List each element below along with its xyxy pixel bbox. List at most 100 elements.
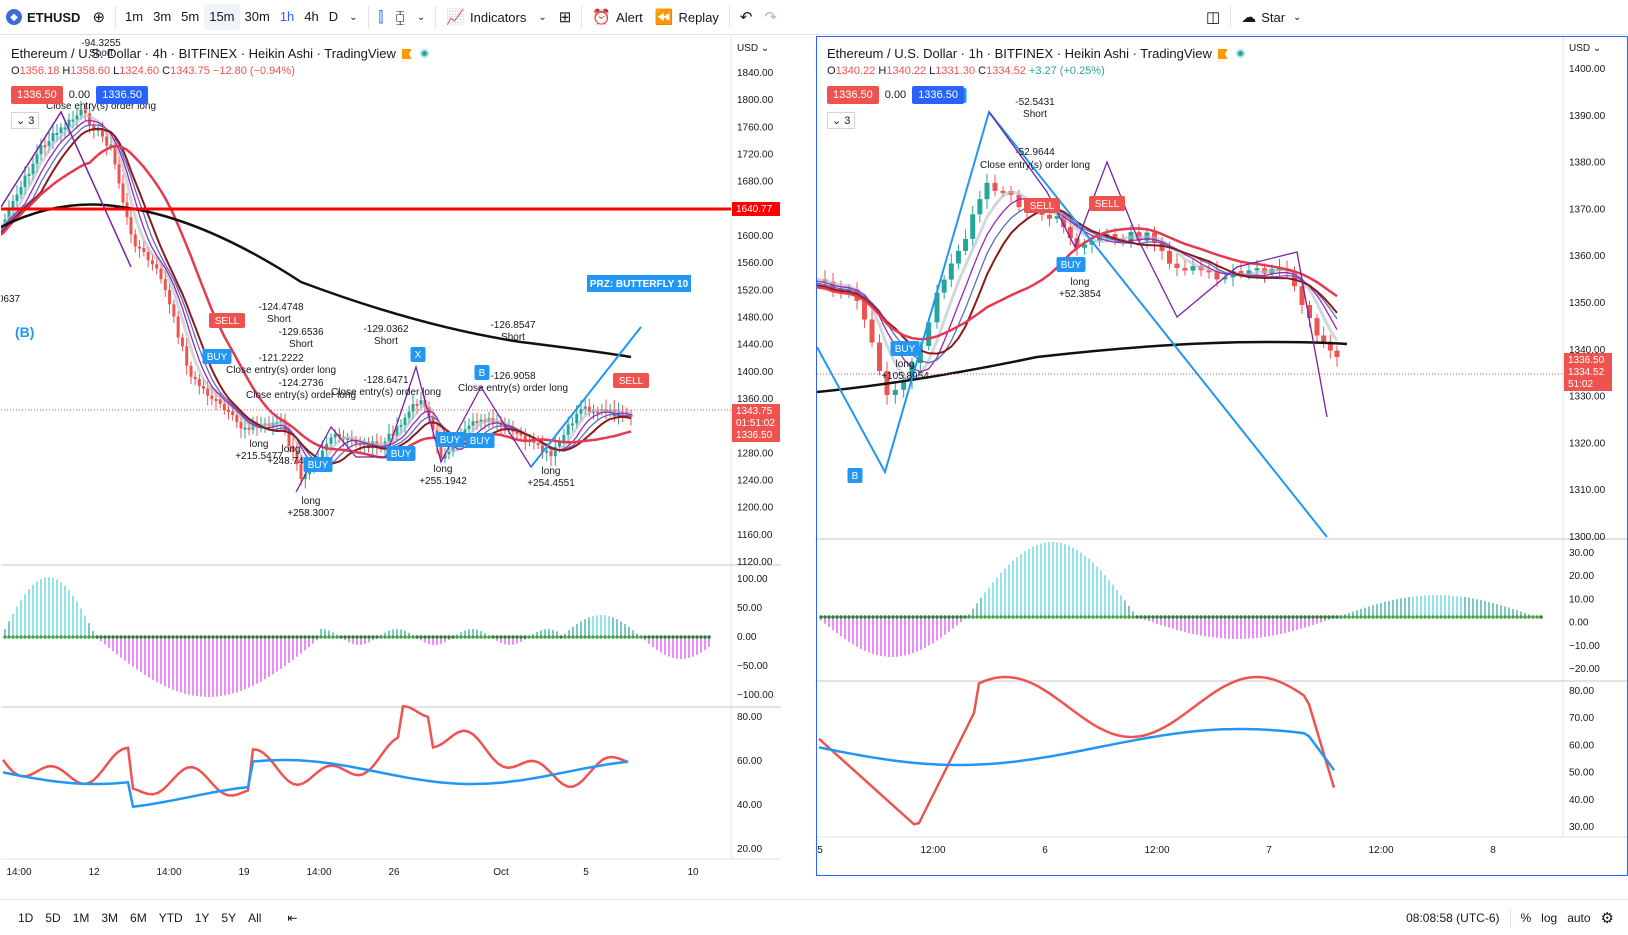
heikin-ashi-candle xyxy=(235,415,239,423)
price-tick-label: 1480.00 xyxy=(737,313,774,324)
resistance-price-label-text: 1640.77 xyxy=(736,204,773,215)
range-1y[interactable]: 1Y xyxy=(194,910,210,925)
left-indicators-count-toggle[interactable]: ⌄ 3 xyxy=(11,112,40,129)
right-close: 1334.52 xyxy=(986,65,1026,77)
layout-split-icon[interactable]: ◫ xyxy=(1206,9,1221,26)
interval-5m[interactable]: 5m xyxy=(181,9,200,24)
oscillator-dot xyxy=(1027,615,1031,619)
symbol-search[interactable]: ◆ ETHUSD xyxy=(0,0,86,35)
price-tick-label: 1240.00 xyxy=(737,476,774,487)
percent-toggle[interactable]: % xyxy=(1520,911,1532,925)
save-layout-button[interactable]: ☁ Star ⌄ xyxy=(1235,0,1307,35)
right-chart-canvas[interactable]: USD ⌄ 1400.00 1390.00 1380.00 1370.00 1360.00… xyxy=(817,37,1627,897)
compare-add-icon[interactable]: ⊕ xyxy=(92,9,106,26)
heikin-ashi-candle xyxy=(63,127,67,130)
oscillator-dot xyxy=(879,615,883,619)
range-1d[interactable]: 1D xyxy=(18,910,34,925)
oscillator-dot xyxy=(1247,615,1251,619)
interval-d[interactable]: D xyxy=(328,9,339,24)
bar-style-icon[interactable]: ⫿ xyxy=(378,8,384,26)
oscillator-dot xyxy=(347,635,351,639)
heikin-ashi-candle xyxy=(287,430,291,446)
clock[interactable]: 08:08:58 (UTC-6) xyxy=(1406,911,1500,925)
interval-30m[interactable]: 30m xyxy=(244,9,270,24)
indicators-button[interactable]: 📈 Indicators xyxy=(440,0,532,35)
pattern-point-b xyxy=(847,468,863,483)
heikin-ashi-candle xyxy=(387,433,391,442)
interval-1h[interactable]: 1h xyxy=(279,9,295,24)
price-tick-label: 1360.00 xyxy=(1569,251,1606,262)
left-sell-price-badge[interactable]: 1336.50 xyxy=(11,86,63,104)
interval-1m[interactable]: 1m xyxy=(125,9,144,24)
heikin-ashi-candle xyxy=(180,337,184,347)
heikin-ashi-candle xyxy=(329,437,333,444)
range-ytd[interactable]: YTD xyxy=(158,910,183,925)
oscillator-dot xyxy=(291,635,295,639)
log-toggle[interactable]: log xyxy=(1541,911,1558,925)
right-chart-legend[interactable]: Ethereum / U.S. Dollar · 1h · BITFINEX ·… xyxy=(827,46,1245,61)
undo-icon[interactable]: ↶ xyxy=(739,9,753,26)
replay-button[interactable]: ⏪ Replay xyxy=(649,0,725,35)
heikin-ashi-candle xyxy=(536,442,540,445)
left-chart-canvas[interactable]: USD ⌄ 1840.00 1800.00 1760.00 1720.00 1680.00… xyxy=(1,37,781,899)
oscillator-dot xyxy=(971,615,975,619)
chart-type-chevron-icon[interactable]: ⌄ xyxy=(416,11,426,23)
left-chart-legend[interactable]: Ethereum / U.S. Dollar · 4h · BITFINEX ·… xyxy=(11,46,429,61)
oscillator-dot xyxy=(1539,615,1543,619)
oscillator-dot xyxy=(651,635,655,639)
candles-icon[interactable]: ⧮ xyxy=(395,8,405,26)
goto-date-icon[interactable]: ⇤ xyxy=(287,910,298,925)
right-chart-pane[interactable]: USD ⌄ 1400.00 1390.00 1380.00 1370.00 1360.00… xyxy=(816,36,1628,876)
oscillator-dot xyxy=(455,635,459,639)
oscillator-dot xyxy=(643,635,647,639)
oscillator-dot xyxy=(1151,615,1155,619)
range-5d[interactable]: 5D xyxy=(45,910,61,925)
range-all[interactable]: All xyxy=(248,910,262,925)
redo-icon[interactable]: ↷ xyxy=(764,9,778,26)
heikin-ashi-candle xyxy=(439,446,443,459)
heikin-ashi-candle xyxy=(67,119,71,128)
left-low: 1324.60 xyxy=(119,65,160,77)
range-1m[interactable]: 1M xyxy=(72,910,90,925)
heikin-ashi-candle xyxy=(1082,244,1087,248)
oscillator-dot xyxy=(239,635,243,639)
right-sell-price-badge[interactable]: 1336.50 xyxy=(827,86,879,104)
settings-gear-icon[interactable]: ⚙ xyxy=(1600,910,1614,927)
heikin-ashi-candle xyxy=(55,132,59,135)
oscillator-dot xyxy=(1075,615,1079,619)
oscillator-dot xyxy=(115,635,119,639)
range-3m[interactable]: 3M xyxy=(101,910,119,925)
oscillator-dot xyxy=(1131,615,1135,619)
range-5y[interactable]: 5Y xyxy=(221,910,237,925)
heikin-ashi-candle xyxy=(109,144,113,147)
oscillator-dot xyxy=(635,635,639,639)
oscillator-dot xyxy=(1263,615,1267,619)
oscillator-dot xyxy=(1199,615,1203,619)
left-buy-price-badge[interactable]: 1336.50 xyxy=(96,86,148,104)
interval-15m[interactable]: 15m xyxy=(204,4,240,30)
heikin-ashi-candle xyxy=(549,450,553,457)
right-indicators-count-toggle[interactable]: ⌄ 3 xyxy=(827,112,856,129)
range-6m[interactable]: 6M xyxy=(130,910,147,925)
interval-3m[interactable]: 3m xyxy=(153,9,172,24)
intervals-dropdown-chevron-icon[interactable]: ⌄ xyxy=(349,11,358,23)
alert-label: Alert xyxy=(616,9,643,25)
oscillator-dot xyxy=(1355,615,1359,619)
templates-chevron-icon[interactable]: ⌄ xyxy=(538,11,547,23)
rsi-tick-label: 40.00 xyxy=(737,800,762,811)
templates-grid-icon[interactable]: ⊞ xyxy=(558,9,572,26)
heikin-ashi-candle xyxy=(1000,190,1006,193)
buy-signal-tag-text: BUY xyxy=(440,435,461,446)
oscillator-dot xyxy=(123,635,127,639)
left-chart-pane[interactable]: USD ⌄ 1840.00 1800.00 1760.00 1720.00 1680.00… xyxy=(0,36,781,878)
oscillator-dot xyxy=(1243,615,1247,619)
right-buy-price-badge[interactable]: 1336.50 xyxy=(912,86,964,104)
oscillator-dot xyxy=(1191,615,1195,619)
alert-button[interactable]: ⏰ Alert xyxy=(586,0,648,35)
auto-toggle[interactable]: auto xyxy=(1567,911,1591,925)
oscillator-dot xyxy=(419,635,423,639)
oscillator-dot xyxy=(1111,615,1115,619)
interval-4h[interactable]: 4h xyxy=(304,9,319,24)
moving-average-line xyxy=(1,119,632,469)
strategy-annotation: long xyxy=(1071,277,1090,288)
